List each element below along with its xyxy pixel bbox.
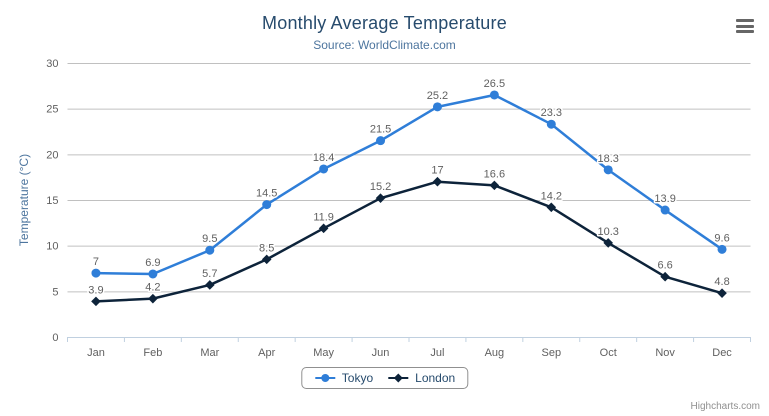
data-label: 18.3 [597, 153, 618, 165]
series-line-london [94, 180, 724, 303]
credits-link[interactable]: Highcharts.com [690, 401, 760, 412]
svg-text:May: May [313, 347, 334, 359]
svg-text:25: 25 [46, 104, 58, 116]
legend-item-london[interactable]: London [387, 371, 455, 385]
london-legend-marker [388, 373, 409, 383]
legend-label-london: London [415, 371, 456, 385]
point-marker-london[interactable] [489, 180, 500, 191]
chart-subtitle: Source: WorldClimate.com [313, 38, 456, 52]
data-label: 16.6 [484, 168, 505, 180]
data-label: 17 [431, 165, 443, 177]
point-marker-tokyo[interactable] [91, 268, 101, 278]
series-london: 3.9 4.2 5.7 8.5 11.9 15.2 17 16.6 14.2 10.3 6.6 4.8 [87, 163, 731, 307]
data-label: 9.6 [714, 232, 729, 244]
data-label: 15.2 [370, 181, 391, 193]
data-label: 3.9 [88, 284, 103, 296]
point-marker-tokyo[interactable] [717, 244, 727, 254]
data-label: 7 [93, 256, 99, 268]
data-label: 4.2 [145, 282, 160, 294]
data-label: 26.5 [484, 78, 505, 90]
hamburger-bar [736, 19, 754, 22]
point-marker-london[interactable] [603, 238, 614, 248]
point-marker-tokyo[interactable] [432, 102, 442, 112]
tokyo-legend-marker [314, 374, 335, 382]
data-label: 21.5 [370, 124, 391, 136]
svg-text:Oct: Oct [600, 347, 617, 359]
data-label: 14.5 [256, 188, 277, 200]
chart-title: Monthly Average Temperature [262, 13, 507, 33]
point-marker-tokyo[interactable] [319, 164, 329, 174]
x-axis [67, 337, 751, 342]
data-label: 8.5 [259, 242, 274, 254]
point-marker-tokyo[interactable] [603, 165, 613, 175]
point-marker-london[interactable] [318, 223, 329, 234]
hamburger-bar [736, 24, 754, 28]
svg-text:Feb: Feb [143, 347, 162, 359]
svg-text:15: 15 [46, 195, 58, 207]
point-marker-tokyo[interactable] [660, 205, 670, 215]
point-marker-tokyo[interactable] [148, 269, 158, 279]
svg-text:Mar: Mar [200, 347, 219, 359]
svg-text:0: 0 [52, 332, 58, 344]
point-marker-tokyo[interactable] [489, 90, 499, 100]
data-label: 18.4 [313, 152, 334, 164]
svg-text:30: 30 [46, 58, 58, 70]
point-marker-london[interactable] [204, 280, 215, 290]
svg-text:Nov: Nov [655, 347, 675, 359]
data-label: 6.9 [145, 257, 160, 269]
point-marker-london[interactable] [91, 296, 101, 307]
hamburger-bar [736, 30, 754, 33]
svg-text:Dec: Dec [712, 347, 732, 359]
point-marker-london[interactable] [261, 254, 272, 265]
point-marker-tokyo[interactable] [205, 245, 215, 255]
y-axis-title: Temperature (°C) [17, 154, 31, 246]
svg-text:Jul: Jul [430, 347, 444, 359]
data-label: 23.3 [541, 107, 562, 119]
series-line-tokyo [94, 93, 724, 276]
svg-text:Jun: Jun [372, 347, 390, 359]
point-marker-london[interactable] [432, 176, 443, 187]
x-axis-labels: Jan Feb Mar Apr May Jun Jul Aug Sep Oct Nov Dec [87, 347, 732, 359]
point-marker-london[interactable] [660, 271, 670, 282]
svg-text:20: 20 [46, 149, 58, 161]
svg-text:Aug: Aug [485, 347, 505, 359]
point-marker-tokyo[interactable] [546, 119, 556, 129]
data-label: 9.5 [202, 233, 217, 245]
svg-text:10: 10 [46, 241, 58, 253]
svg-text:Jan: Jan [87, 347, 105, 359]
y-axis-labels: 0 5 10 15 20 25 30 [46, 58, 58, 344]
data-label: 14.2 [541, 190, 562, 202]
data-label: 6.6 [657, 260, 672, 272]
gridlines [67, 63, 751, 338]
legend: Tokyo London [300, 367, 469, 389]
data-label: 11.9 [313, 211, 334, 223]
data-label: 4.8 [714, 276, 729, 288]
legend-item-tokyo[interactable]: Tokyo [314, 371, 373, 385]
data-label: 13.9 [654, 193, 675, 205]
point-marker-london[interactable] [375, 193, 386, 203]
series-tokyo: 7 6.9 9.5 14.5 18.4 21.5 25.2 26.5 23.3 18.3 13.9 9… [91, 76, 731, 279]
svg-text:Sep: Sep [542, 347, 562, 359]
point-marker-tokyo[interactable] [262, 200, 272, 210]
svg-text:Apr: Apr [258, 347, 275, 359]
data-label: 5.7 [202, 268, 217, 280]
point-marker-london[interactable] [546, 202, 557, 213]
point-marker-london[interactable] [148, 293, 158, 304]
data-label: 25.2 [427, 90, 448, 102]
svg-text:5: 5 [52, 286, 58, 298]
data-label: 10.3 [597, 226, 618, 238]
point-marker-tokyo[interactable] [376, 136, 386, 146]
legend-label-tokyo: Tokyo [341, 371, 374, 385]
point-marker-london[interactable] [717, 288, 727, 298]
hamburger-icon[interactable] [736, 19, 754, 33]
